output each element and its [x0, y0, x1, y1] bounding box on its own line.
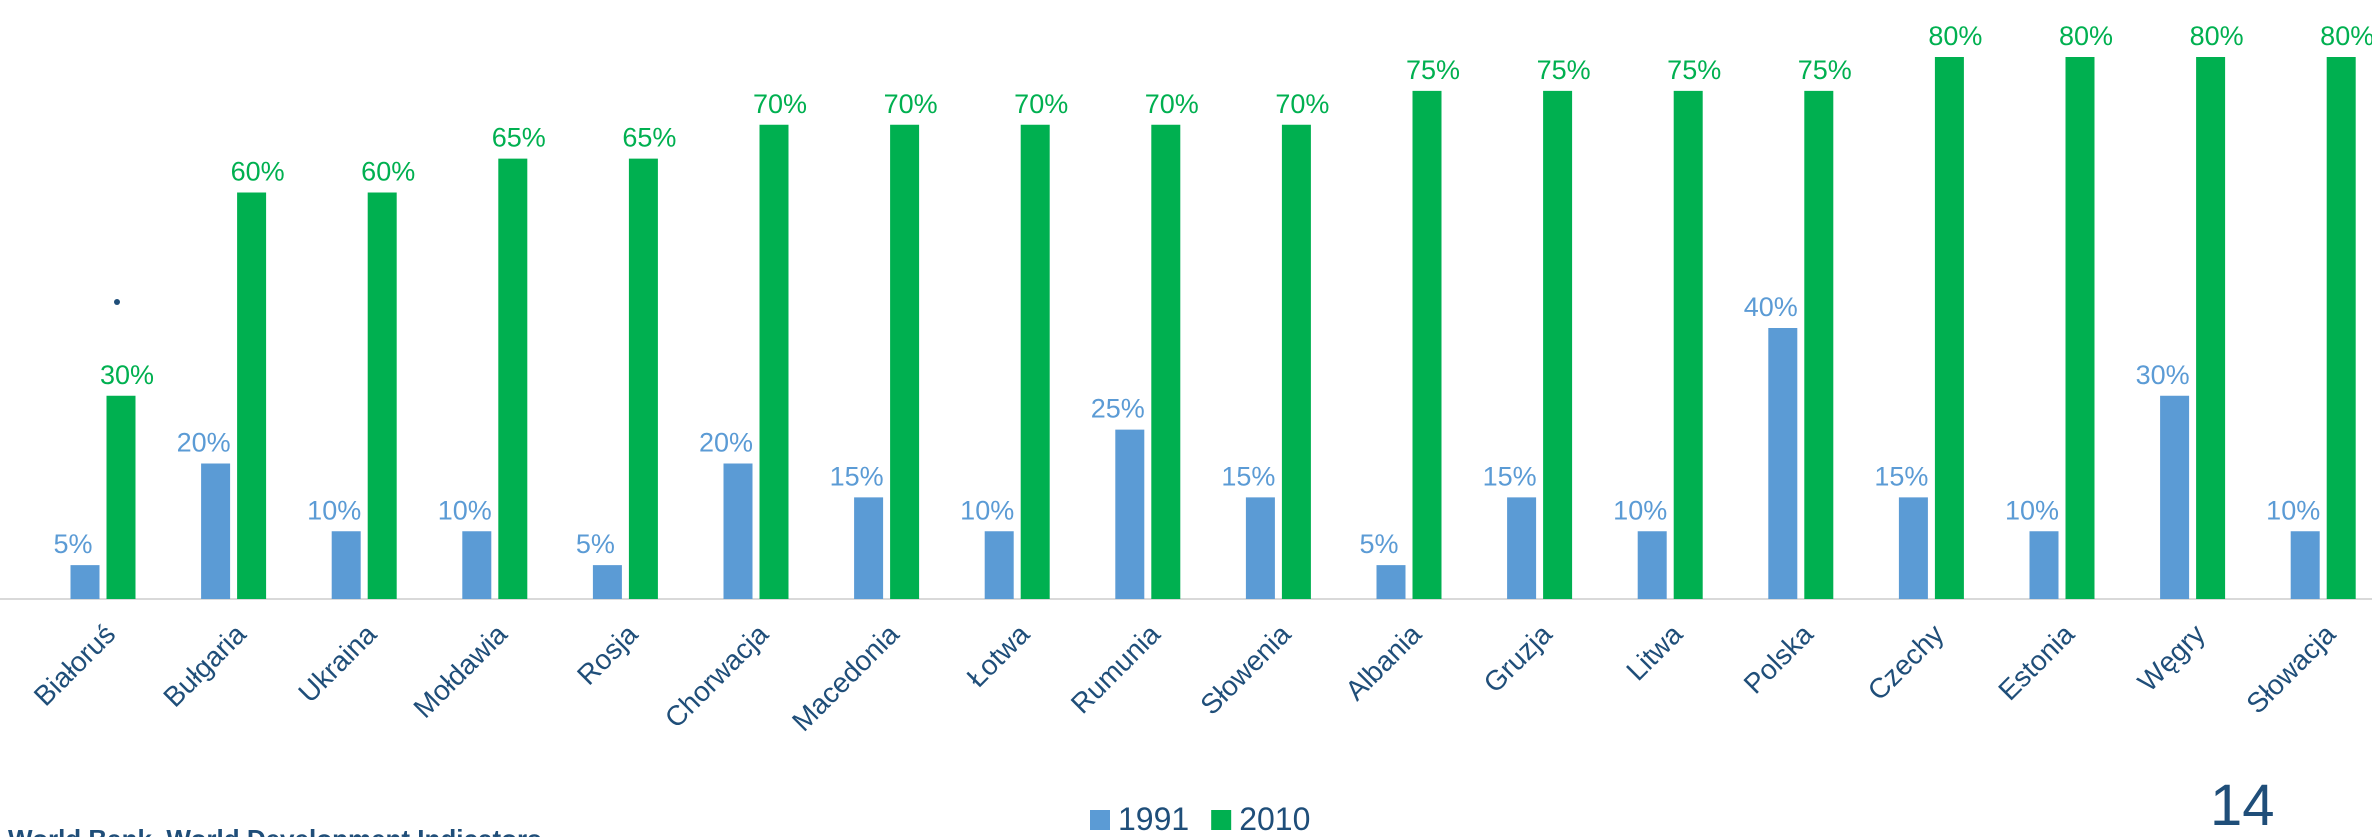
bar	[1507, 497, 1537, 599]
x-tick-label: Estonia	[1992, 618, 2080, 706]
value-label: 5%	[53, 529, 92, 559]
bar	[984, 531, 1014, 599]
legend-swatch	[1090, 810, 1110, 830]
value-label: 15%	[1874, 461, 1928, 491]
bar	[1020, 124, 1050, 599]
bar	[2290, 531, 2320, 599]
bar	[2160, 395, 2190, 599]
value-label: 15%	[1221, 461, 1275, 491]
value-label: 80%	[2320, 21, 2372, 51]
bar	[1245, 497, 1275, 599]
value-label: 10%	[307, 495, 361, 525]
bar	[1412, 90, 1442, 599]
bar	[759, 124, 789, 599]
bar	[331, 531, 361, 599]
value-label: 10%	[2005, 495, 2059, 525]
value-label: 40%	[1744, 292, 1798, 322]
x-tick-label: Chorwacja	[659, 618, 775, 734]
value-label: 70%	[884, 89, 938, 119]
bar	[367, 192, 397, 599]
value-label: 10%	[960, 495, 1014, 525]
value-label: 25%	[1091, 394, 1145, 424]
value-label: 75%	[1537, 55, 1591, 85]
x-tick-label: Gruzja	[1478, 618, 1559, 699]
x-tick-label: Słowenia	[1194, 618, 1297, 721]
x-tick-label: Albania	[1339, 618, 1427, 706]
value-label: 80%	[2190, 21, 2244, 51]
bar	[1543, 90, 1573, 599]
value-label: 80%	[2059, 21, 2113, 51]
bar	[106, 395, 136, 599]
value-label: 30%	[2136, 360, 2190, 390]
value-label: 80%	[1928, 21, 1982, 51]
value-label: 15%	[1483, 461, 1537, 491]
value-label: 65%	[492, 123, 546, 153]
bar	[1376, 565, 1406, 599]
value-label: 75%	[1798, 55, 1852, 85]
bullet-dot	[114, 299, 120, 305]
value-label: 70%	[1275, 89, 1329, 119]
bar	[1281, 124, 1311, 599]
bar	[2196, 57, 2226, 599]
bar	[1637, 531, 1667, 599]
source: World Bank, World Development Indicators	[8, 824, 542, 837]
bar	[854, 497, 884, 599]
bar	[237, 192, 267, 599]
value-label: 15%	[830, 461, 884, 491]
bar	[1768, 328, 1798, 599]
x-tick-label: Rumunia	[1065, 618, 1166, 719]
value-label: 75%	[1406, 55, 1460, 85]
value-label: 10%	[1613, 495, 1667, 525]
bar	[1804, 90, 1834, 599]
legend-swatch	[1211, 810, 1232, 830]
bar	[201, 463, 231, 599]
value-label: 75%	[1667, 55, 1721, 85]
value-label: 70%	[1014, 89, 1068, 119]
bar	[70, 565, 100, 599]
bar	[592, 565, 622, 599]
value-label: 30%	[100, 360, 154, 390]
bar	[628, 158, 658, 599]
x-tick-label: Białoruś	[28, 618, 121, 711]
bar	[890, 124, 920, 599]
value-label: 70%	[1145, 89, 1199, 119]
x-tick-label: Bułgaria	[157, 618, 252, 713]
value-label: 20%	[177, 428, 231, 458]
x-tick-label: Słowacja	[2240, 618, 2341, 719]
x-tick-label: Litwa	[1620, 618, 1688, 686]
bar	[2029, 531, 2059, 599]
x-tick-label: Czechy	[1862, 618, 1950, 706]
bar	[2065, 57, 2095, 599]
x-tick-label: Mołdawia	[407, 618, 513, 724]
value-label: 65%	[622, 123, 676, 153]
x-tick-label: Łotwa	[961, 618, 1036, 693]
legend-label: 1991	[1118, 801, 1189, 837]
bar	[1115, 429, 1145, 599]
value-label: 10%	[2266, 495, 2320, 525]
value-label: 5%	[1359, 529, 1398, 559]
bar	[1673, 90, 1703, 599]
value-label: 70%	[753, 89, 807, 119]
x-tick-label: Polska	[1738, 618, 1820, 700]
legend-label: 2010	[1239, 801, 1310, 837]
value-label: 60%	[231, 157, 285, 187]
value-label: 20%	[699, 428, 753, 458]
x-tick-label: Ukraina	[292, 618, 382, 708]
x-tick-label: Węgry	[2132, 618, 2211, 697]
x-tick-label: Macedonia	[786, 618, 905, 737]
value-label: 5%	[576, 529, 615, 559]
bar	[1151, 124, 1181, 599]
value-label: 60%	[361, 157, 415, 187]
page-number: 14	[2210, 773, 2275, 837]
bar	[1934, 57, 1964, 599]
value-label: 10%	[438, 495, 492, 525]
bar	[2326, 57, 2356, 599]
bar	[1898, 497, 1928, 599]
bar	[723, 463, 753, 599]
x-tick-label: Rosja	[571, 618, 644, 691]
bar	[498, 158, 528, 599]
bar	[462, 531, 492, 599]
